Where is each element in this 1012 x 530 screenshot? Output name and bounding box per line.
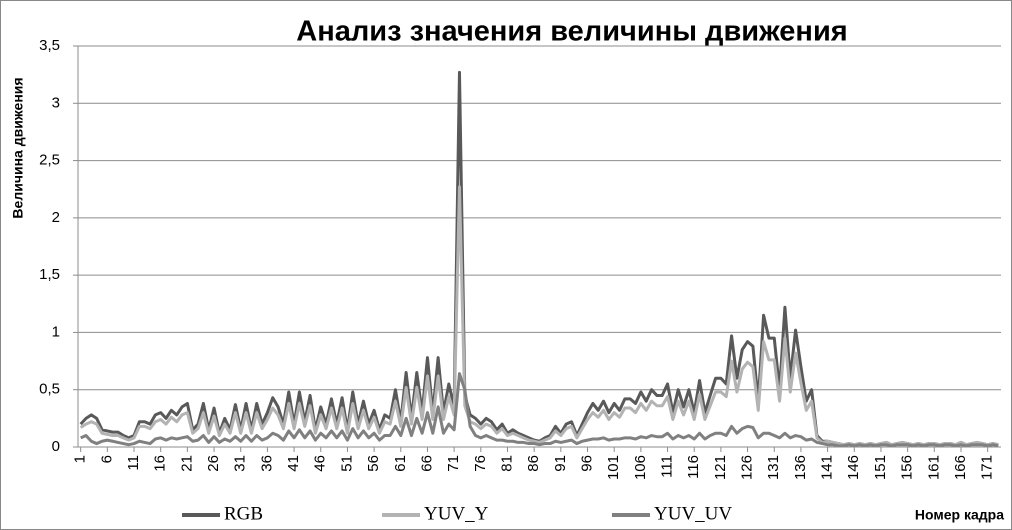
x-tick-label: 111 [659,455,676,478]
x-tick-label: 121 [712,455,729,480]
y-tick-label: 0 [52,438,60,455]
y-tick-label: 1,5 [39,266,60,283]
x-tick-label: 141 [819,455,836,480]
x-tick-label: 71 [445,455,462,472]
y-tick-label: 3 [52,94,60,111]
y-tick-label: 1 [52,323,60,340]
x-tick-label: 166 [952,455,969,480]
legend-label: RGB [224,503,263,524]
x-tick-label: 51 [338,455,355,472]
x-axis-label: Номер кадра [915,507,1004,523]
y-axis-label: Величина движения [10,77,26,218]
x-tick-label: 26 [205,455,222,472]
y-tick-label: 3,5 [39,37,60,54]
legend-label: YUV_Y [424,503,489,524]
x-tick-label: 151 [872,455,889,480]
y-tick-label: 2 [52,209,60,226]
x-tick-label: 11 [125,455,142,471]
x-tick-label: 101 [605,455,622,480]
x-tick-label: 116 [685,455,702,479]
x-tick-label: 156 [899,455,916,480]
series-line [80,372,999,448]
x-tick-label: 131 [765,455,782,480]
x-tick-label: 16 [152,455,169,472]
x-tick-label: 136 [792,455,809,480]
x-tick-label: 46 [312,455,329,472]
x-tick-label: 61 [392,455,409,472]
x-tick-label: 41 [285,455,302,472]
x-tick-label: 36 [258,455,275,472]
y-tick-label: 0,5 [39,381,60,398]
x-tick-label: 56 [365,455,382,472]
x-tick-label: 76 [472,455,489,472]
x-tick-label: 161 [925,455,942,480]
x-tick-label: 21 [178,455,195,472]
x-tick-label: 96 [578,455,595,472]
x-tick-label: 6 [98,455,115,463]
x-tick-label: 31 [232,455,249,472]
x-tick-label: 66 [418,455,435,472]
x-tick-label: 171 [979,455,996,480]
x-tick-label: 1 [72,455,89,463]
x-tick-label: 126 [739,455,756,480]
x-tick-label: 106 [632,455,649,480]
x-tick-label: 91 [552,455,569,472]
x-tick-label: 86 [525,455,542,472]
legend-label: YUV_UV [654,503,732,524]
y-tick-label: 2,5 [39,152,60,169]
x-tick-label: 146 [845,455,862,480]
chart-title: Анализ значения величины движения [296,16,847,48]
x-tick-label: 81 [498,455,515,472]
